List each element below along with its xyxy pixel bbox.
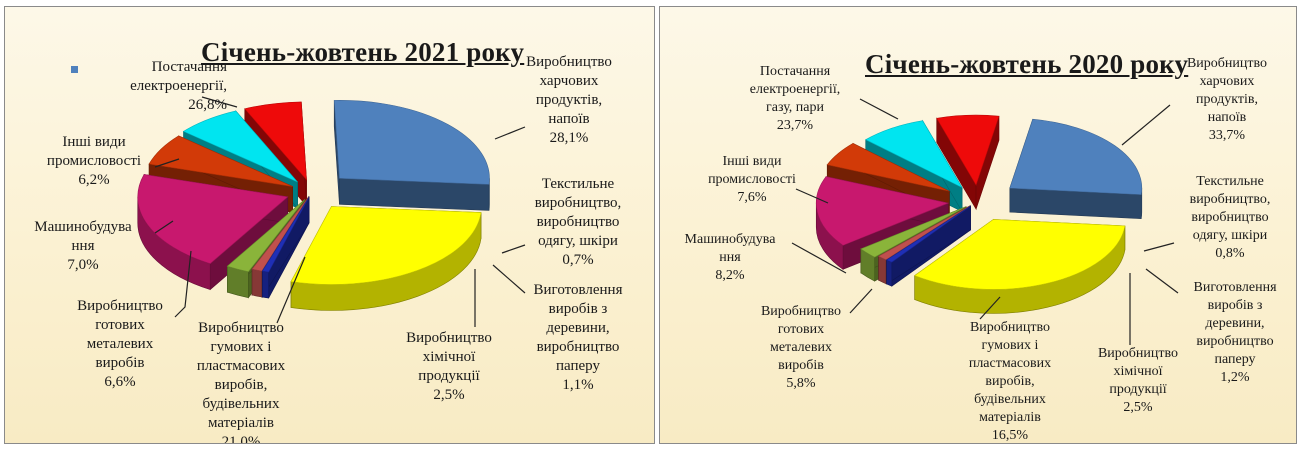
- slice-textile: [261, 195, 310, 299]
- slice-label-other: Інші види промисловості 6,2%: [46, 134, 142, 188]
- leader-line: [791, 242, 847, 274]
- slice-label-electricity: Постачання електроенергії, газу, пари 23…: [749, 64, 841, 133]
- slice-electricity: [1009, 118, 1143, 219]
- chart-panel-2020: Січень-жовтень 2020 року Постачання елек…: [659, 6, 1297, 444]
- slice-label-textile: Текстильне виробництво, виробництво одяг…: [1189, 174, 1271, 261]
- slice-label-metal: Виробництво готових металевих виробів 5,…: [760, 304, 842, 391]
- slice-food: [290, 206, 482, 311]
- leader-line: [201, 96, 238, 108]
- slice-textile: [885, 205, 971, 287]
- leader-line: [154, 220, 174, 234]
- slice-label-wood: Виготовлення виробів з деревини, виробни…: [533, 282, 623, 393]
- leader-line: [859, 98, 899, 120]
- leader-line: [979, 296, 1001, 320]
- slice-label-chemical: Виробництво хімічної продукції 2,5%: [406, 330, 492, 403]
- leader-line: [492, 264, 526, 294]
- slice-label-metal: Виробництво готових металевих виробів 6,…: [77, 298, 163, 390]
- slice-label-rubber: Виробництво гумових і пластмасових вироб…: [968, 320, 1052, 443]
- slice-other: [936, 114, 1000, 211]
- slice-label-other: Інші види промисловості 7,6%: [708, 154, 796, 205]
- slice-label-food: Виробництво харчових продуктів, напоїв 3…: [1186, 56, 1268, 143]
- pie-chart-2020: [791, 98, 1179, 345]
- legend-marker-electricity: [71, 66, 78, 73]
- leader-line: [1145, 268, 1179, 294]
- leader-line: [849, 288, 873, 314]
- leader-line: [174, 250, 192, 318]
- chart-panel-2021: Січень-жовтень 2021 року Постачання елек…: [4, 6, 655, 444]
- chart-title: Січень-жовтень 2021 року: [201, 37, 525, 67]
- slice-label-wood: Виготовлення виробів з деревини, виробни…: [1193, 280, 1277, 385]
- leader-line: [276, 256, 306, 324]
- slice-label-chemical: Виробництво хімічної продукції 2,5%: [1097, 346, 1179, 415]
- slice-label-textile: Текстильне виробництво, виробництво одяг…: [534, 176, 622, 268]
- pie-chart-2021: [137, 96, 526, 327]
- leader-line: [501, 244, 526, 254]
- slice-label-machinery: Машинобудува ння 8,2%: [684, 232, 776, 283]
- leader-line: [1121, 104, 1171, 146]
- slice-label-rubber: Виробництво гумових і пластмасових вироб…: [196, 320, 286, 444]
- slice-label-food: Виробництво харчових продуктів, напоїв 2…: [526, 54, 612, 146]
- leader-line: [1143, 242, 1175, 252]
- slice-food: [914, 218, 1126, 314]
- leader-line: [795, 188, 829, 204]
- chart-title: Січень-жовтень 2020 року: [865, 49, 1189, 79]
- leader-line: [494, 126, 526, 140]
- leader-line: [154, 158, 180, 168]
- slice-label-machinery: Машинобудува ння 7,0%: [34, 219, 132, 273]
- slice-electricity: [333, 100, 490, 211]
- slice-label-electricity: Постачання електроенергії, 26,8%: [130, 59, 227, 113]
